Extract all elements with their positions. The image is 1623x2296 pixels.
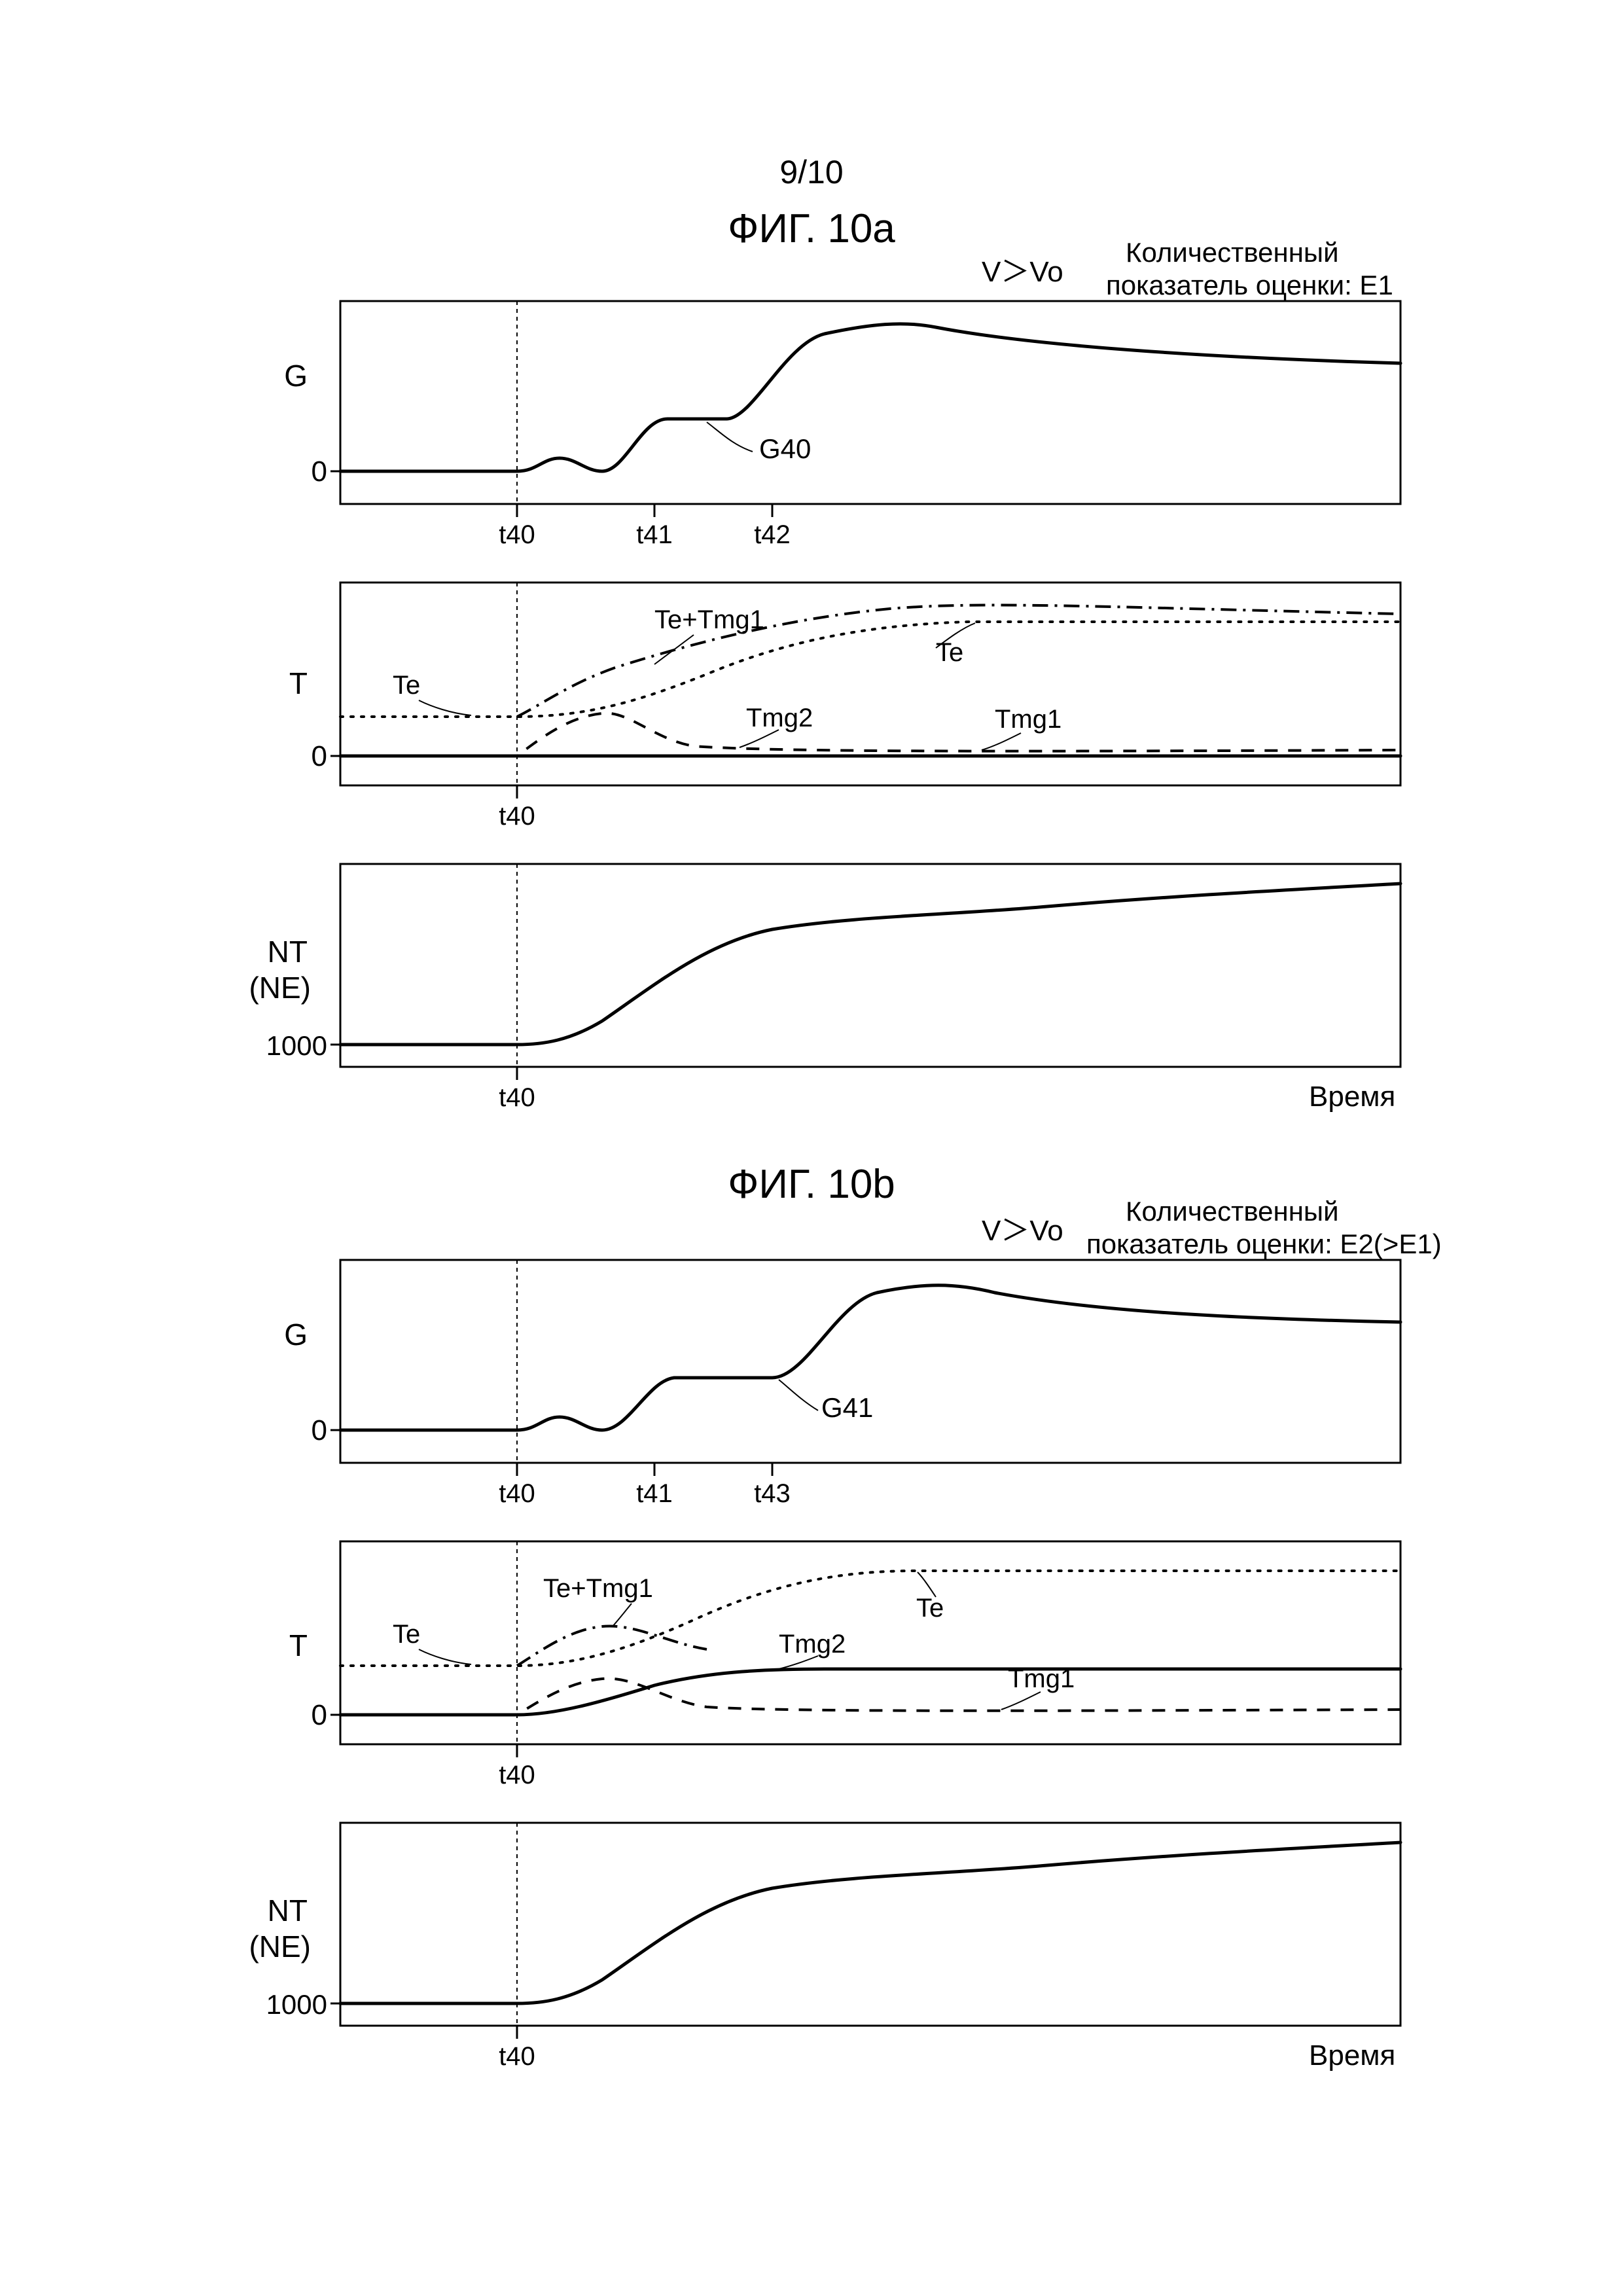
zero-t-a: 0 [312,740,327,772]
t40-b2: t40 [499,1761,535,1789]
t41-b1: t41 [636,1479,673,1508]
ylabel-g-a: G [284,359,308,393]
t42-a1: t42 [754,520,791,549]
lbl-tmg2-b: Tmg2 [779,1630,846,1659]
panel-a-nt: NT (NE) 1000 t40 Время [249,864,1400,1113]
label-g40: G40 [759,433,811,464]
zero-t-b: 0 [312,1699,327,1731]
zero-g-b: 0 [312,1414,327,1446]
panel-a-g: G 0 G40 t40 t41 t42 [284,301,1400,549]
xlabel-b: Время [1309,2039,1395,2072]
zero-g-a: 0 [312,456,327,488]
ylabel-ne-b: (NE) [249,1929,311,1964]
xlabel-a: Время [1309,1081,1395,1113]
label-g41: G41 [821,1392,873,1423]
ylabel-t-a: T [289,666,308,700]
panel-b-t: T 0 Te Te+Tmg1 Te Tmg2 Tmg1 t40 [289,1541,1400,1789]
lbl-tmg1-b: Tmg1 [1008,1664,1075,1693]
lbl-tmg2-a: Tmg2 [746,704,813,732]
ylabel-nt-b: NT [268,1893,308,1928]
t40-a1: t40 [499,520,535,549]
base-1000-a: 1000 [266,1030,327,1061]
ylabel-ne-a: (NE) [249,971,311,1005]
t40-b3: t40 [499,2042,535,2071]
fig-b-title: ФИГ. 10b [728,1162,895,1207]
fig-b-condition: V＞Vo [982,1215,1063,1247]
t40-a3: t40 [499,1083,535,1112]
fig-a-title: ФИГ. 10a [728,206,895,251]
panel-b-nt: NT (NE) 1000 t40 Время [249,1823,1400,2072]
fig-b-note1: Количественный [1126,1196,1339,1227]
t40-a2: t40 [499,802,535,831]
panel-b-g: G 0 G41 t40 t41 t43 [284,1260,1400,1508]
t41-a1: t41 [636,520,673,549]
lbl-sum-b: Te+Tmg1 [543,1574,653,1603]
lbl-tmg1-a: Tmg1 [995,705,1061,734]
base-1000-b: 1000 [266,1989,327,2020]
panel-a-t: T 0 Te Te+Tmg1 Te Tmg2 Tmg1 t40 [289,583,1400,831]
fig-a-note2: показатель оценки: E1 [1106,270,1393,300]
fig-b-note2: показатель оценки: E2(>E1) [1086,1229,1442,1259]
fig-a-note1: Количественный [1126,237,1339,268]
lbl-sum-a: Te+Tmg1 [654,605,764,634]
t43-b1: t43 [754,1479,791,1508]
lbl-te-left-b: Te [393,1620,420,1649]
lbl-te-left-a: Te [393,671,420,700]
ylabel-nt-a: NT [268,935,308,969]
fig-a-condition: V＞Vo [982,256,1063,288]
lbl-te-right-b: Te [916,1594,944,1623]
lbl-te-right-a: Te [936,638,963,667]
ylabel-t-b: T [289,1628,308,1662]
page-number: 9/10 [779,154,843,190]
ylabel-g-b: G [284,1318,308,1352]
t40-b1: t40 [499,1479,535,1508]
